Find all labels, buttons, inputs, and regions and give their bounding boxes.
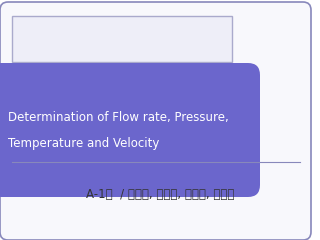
Text: Temperature and Velocity: Temperature and Velocity: [8, 137, 159, 150]
Text: Determination of Flow rate, Pressure,: Determination of Flow rate, Pressure,: [8, 112, 229, 125]
FancyBboxPatch shape: [0, 63, 260, 197]
FancyBboxPatch shape: [0, 2, 311, 240]
Text: A-1조  / 김병석, 이승준, 김휘문, 윤동준: A-1조 / 김병석, 이승준, 김휘문, 윤동준: [86, 188, 234, 202]
Bar: [12, 16, 232, 62]
